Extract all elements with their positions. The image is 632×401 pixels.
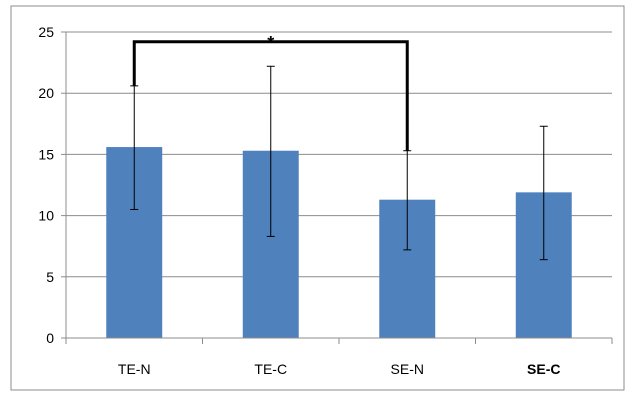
x-tick-label: TE-N xyxy=(118,361,151,377)
y-tick-label: 15 xyxy=(38,146,54,162)
y-tick-label: 5 xyxy=(46,269,54,285)
significance-star: * xyxy=(267,33,274,53)
tick-labels: 0 5 10 15 20 25 TE-N TE-C SE-N SE-C xyxy=(38,24,560,377)
axes xyxy=(61,31,613,344)
significance-annotation: * xyxy=(132,33,409,151)
significance-bracket xyxy=(132,40,409,151)
x-tick-label: SE-N xyxy=(391,361,424,377)
x-tick-label: TE-C xyxy=(254,361,287,377)
x-tick-label: SE-C xyxy=(527,361,560,377)
y-tick-label: 0 xyxy=(46,330,54,346)
y-tick-label: 10 xyxy=(38,208,54,224)
y-tick-label: 25 xyxy=(38,24,54,40)
y-tick-label: 20 xyxy=(38,85,54,101)
